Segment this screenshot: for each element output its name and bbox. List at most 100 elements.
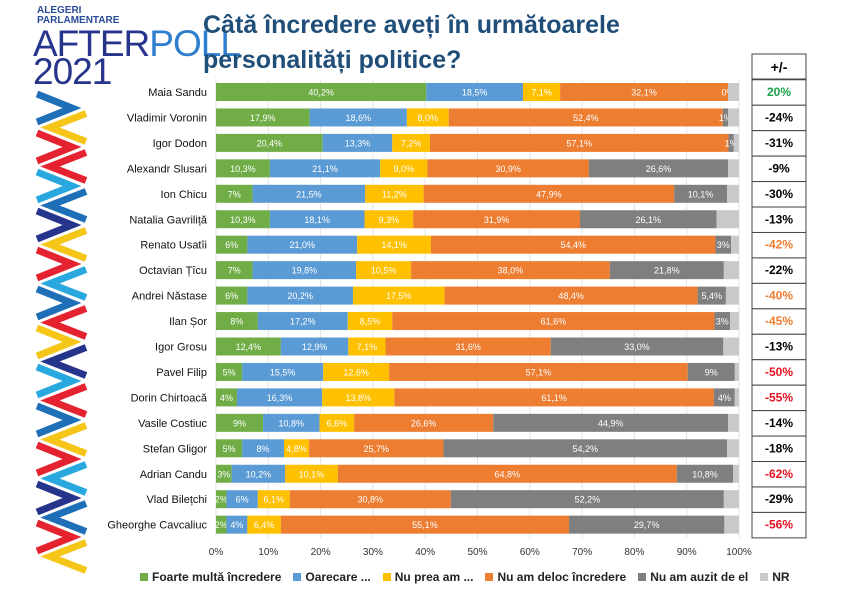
data-label: 4% bbox=[230, 520, 243, 530]
bar-segment-nu-prea-am- bbox=[347, 312, 393, 331]
data-label: 3% bbox=[217, 469, 230, 479]
bar-segment-foarte-mult-ncredere bbox=[216, 83, 427, 101]
row-name: Adrian Candu bbox=[140, 469, 207, 481]
bar-segment-nr bbox=[726, 184, 739, 203]
chevron-stripe bbox=[40, 110, 88, 145]
bar-segment-nu-am-deloc-ncredere bbox=[448, 108, 723, 127]
bar-segment-nu-am-deloc-ncredere bbox=[413, 210, 581, 229]
data-label: 26,6% bbox=[646, 164, 672, 174]
delta-value: -30% bbox=[765, 187, 793, 201]
delta-cell bbox=[751, 104, 807, 132]
bar-segment-oarecare- bbox=[242, 362, 324, 381]
chevron-stripe bbox=[40, 383, 88, 418]
chevron-stripe bbox=[40, 305, 88, 340]
bar-segment-nu-am-deloc-ncredere bbox=[560, 83, 729, 101]
legend-swatch bbox=[382, 573, 391, 581]
bar-segment-nr bbox=[724, 515, 739, 534]
bar-segment-foarte-mult-ncredere bbox=[216, 312, 258, 331]
delta-cell bbox=[751, 486, 807, 513]
data-label: 54,2% bbox=[572, 444, 598, 454]
delta-value: -13% bbox=[765, 212, 793, 226]
data-label: 10,1% bbox=[299, 469, 325, 479]
data-label: 52,2% bbox=[575, 495, 601, 505]
data-label: 8% bbox=[230, 317, 243, 327]
delta-value: -29% bbox=[765, 492, 793, 506]
legend: Foarte multă încredere Oarecare ... Nu pre… bbox=[140, 570, 790, 584]
data-label: 1% bbox=[719, 113, 732, 123]
data-label: 7,1% bbox=[531, 88, 552, 98]
data-label: 7,1% bbox=[357, 342, 378, 352]
data-label: 7% bbox=[228, 189, 241, 199]
data-label: 47,9% bbox=[536, 189, 562, 199]
data-label: 7,2% bbox=[401, 138, 422, 148]
data-label: 6,6% bbox=[327, 418, 348, 428]
data-label: 38,0% bbox=[498, 266, 524, 276]
chevron-stripe bbox=[35, 441, 82, 477]
legend-swatch bbox=[485, 573, 494, 581]
data-label: 6,4% bbox=[254, 520, 275, 530]
bar-segment-nu-prea-am- bbox=[365, 184, 424, 203]
data-label: 26,6% bbox=[411, 418, 437, 428]
delta-value: 20% bbox=[767, 85, 791, 99]
data-label: 17,9% bbox=[250, 113, 276, 123]
row-name: Alexandr Slusari bbox=[127, 163, 207, 175]
bar-segment-oarecare- bbox=[242, 439, 284, 458]
bar-segment-foarte-mult-ncredere bbox=[216, 490, 227, 509]
bar-segment-foarte-mult-ncredere bbox=[216, 261, 253, 280]
data-label: 32,1% bbox=[631, 88, 657, 98]
row-name: Vladimir Voronin bbox=[127, 112, 207, 124]
data-label: 1% bbox=[725, 138, 738, 148]
data-label: 9% bbox=[233, 418, 246, 428]
delta-value: -14% bbox=[765, 416, 793, 430]
x-tick-label: 10% bbox=[258, 547, 278, 558]
delta-header: +/- bbox=[771, 59, 788, 75]
bar-segment-nu-am-deloc-ncredere bbox=[354, 413, 494, 432]
delta-value: -18% bbox=[765, 441, 793, 455]
logo-after: AFTER bbox=[33, 23, 150, 64]
chevron-stripe bbox=[40, 266, 88, 301]
data-label: 9% bbox=[705, 367, 718, 377]
data-label: 2% bbox=[215, 495, 228, 505]
bar-segment-nr bbox=[728, 83, 739, 101]
data-label: 4% bbox=[220, 393, 233, 403]
data-label: 12,4% bbox=[236, 342, 262, 352]
bar-segment-oarecare- bbox=[426, 83, 524, 101]
bar-segment-nu-am-auzit-de-el bbox=[697, 286, 726, 305]
chevron-stripe bbox=[35, 480, 82, 516]
delta-header-cell bbox=[751, 53, 807, 80]
legend-item: NR bbox=[760, 570, 790, 584]
bar-segment-nu-am-deloc-ncredere bbox=[280, 515, 570, 534]
bar-segment-nu-prea-am- bbox=[356, 261, 412, 280]
bar-segment-nu-prea-am- bbox=[406, 108, 449, 127]
data-label: 5% bbox=[223, 444, 236, 454]
row-name: Vasile Costiuc bbox=[138, 418, 207, 430]
bar-segment-foarte-mult-ncredere bbox=[216, 439, 243, 458]
delta-value: -55% bbox=[765, 390, 793, 404]
row-name: Stefan Gligor bbox=[143, 443, 208, 455]
bar-segment-nu-am-auzit-de-el bbox=[728, 133, 734, 152]
delta-cell bbox=[751, 257, 807, 284]
data-label: 9,3% bbox=[379, 215, 400, 225]
delta-cell bbox=[751, 282, 807, 310]
bar-segment-nu-am-deloc-ncredere bbox=[411, 261, 610, 280]
bar-segment-nr bbox=[734, 388, 739, 407]
bar-segment-nu-am-auzit-de-el bbox=[450, 490, 724, 509]
bar-segment-oarecare- bbox=[226, 515, 248, 534]
bar-segment-oarecare- bbox=[263, 413, 320, 432]
bar-segment-nu-prea-am- bbox=[285, 464, 338, 483]
data-label: 6% bbox=[225, 240, 238, 250]
bar-segment-nu-am-deloc-ncredere bbox=[309, 439, 444, 458]
data-label: 61,6% bbox=[541, 317, 567, 327]
bar-segment-oarecare- bbox=[236, 388, 323, 407]
data-label: 2% bbox=[215, 520, 228, 530]
bar-segment-oarecare- bbox=[226, 490, 258, 509]
bar-segment-foarte-mult-ncredere bbox=[216, 184, 253, 203]
chevron-stripe bbox=[35, 402, 82, 438]
data-label: 12,9% bbox=[302, 342, 328, 352]
logo-line2: PARLAMENTARE bbox=[37, 15, 120, 26]
bar-segment-nu-prea-am- bbox=[380, 159, 428, 178]
data-label: 20,2% bbox=[287, 291, 313, 301]
bar-segment-oarecare- bbox=[269, 159, 381, 178]
bar-segment-nu-am-deloc-ncredere bbox=[389, 362, 688, 381]
